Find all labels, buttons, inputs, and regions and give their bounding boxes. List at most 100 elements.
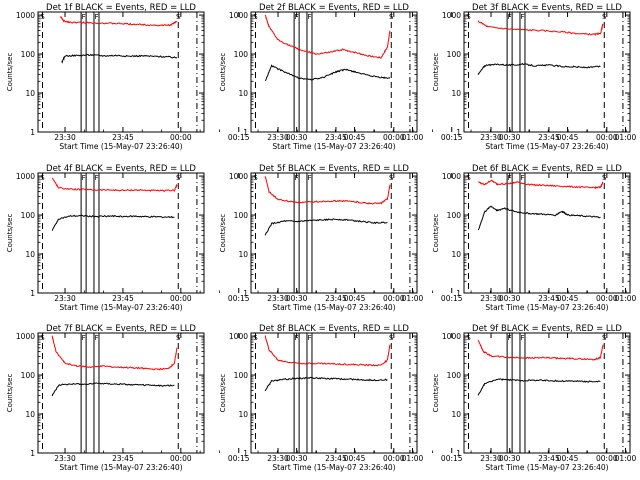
x-tick-label: 00:30 bbox=[499, 133, 521, 142]
x-tick-label: 00:00 bbox=[170, 294, 192, 303]
y-axis-label: Counts/sec bbox=[219, 374, 227, 413]
y-tick-label: 1000 bbox=[442, 11, 461, 20]
x-tick-label: 23:45 bbox=[325, 454, 347, 463]
series-line-red-lld bbox=[264, 176, 391, 205]
x-tick-label: 00:45 bbox=[344, 294, 366, 303]
x-axis-label: Start Time (15-May-07 23:26:40) bbox=[272, 463, 395, 472]
marker-label: S bbox=[602, 174, 607, 182]
y-axis-label: Counts/sec bbox=[219, 53, 227, 92]
plot-frame bbox=[463, 332, 631, 454]
chart-title: Det 6f BLACK = Events, RED = LLD bbox=[472, 164, 622, 174]
marker-label: S bbox=[466, 334, 471, 342]
x-tick-label: 23:30 bbox=[267, 294, 289, 303]
chart-title: Det 3f BLACK = Events, RED = LLD bbox=[472, 3, 622, 13]
x-tick-label: 00:30 bbox=[286, 294, 308, 303]
x-tick-label: 01:00 bbox=[402, 454, 424, 463]
series-line-red-lld bbox=[60, 16, 178, 27]
x-tick-label: 23:45 bbox=[112, 454, 134, 463]
y-tick-label: 100 bbox=[447, 371, 462, 380]
x-tick-label: 23:45 bbox=[112, 294, 134, 303]
marker-label: F bbox=[295, 13, 299, 21]
x-tick-label: 00:00 bbox=[383, 133, 405, 142]
marker-label: S bbox=[40, 334, 45, 342]
panel-7: Det 7f BLACK = Events, RED = LLD Counts/s… bbox=[6, 324, 423, 472]
y-tick-label: 1 bbox=[456, 289, 461, 298]
x-tick-label: 23:45 bbox=[538, 294, 560, 303]
chart-title: Det 1f BLACK = Events, RED = LLD bbox=[46, 3, 196, 13]
y-tick-label: 1000 bbox=[229, 11, 248, 20]
marker-label: F bbox=[82, 13, 86, 21]
x-tick-label: 23:30 bbox=[480, 133, 502, 142]
x-tick-label: 00:00 bbox=[596, 454, 618, 463]
x-tick-label: 23:30 bbox=[267, 454, 289, 463]
panel-5: Det 5f BLACK = Events, RED = LLD Counts/s… bbox=[219, 164, 636, 312]
x-tick-label: 00:15 bbox=[228, 454, 250, 463]
x-axis-label: Start Time (15-May-07 23:26:40) bbox=[59, 303, 182, 312]
series-line-black-events bbox=[264, 64, 391, 82]
marker-label: F bbox=[508, 174, 512, 182]
marker-label: S bbox=[253, 174, 258, 182]
y-axis-label: Counts/sec bbox=[219, 214, 227, 253]
y-tick-label: 100 bbox=[234, 211, 249, 220]
marker-label: S bbox=[176, 334, 181, 342]
x-tick-label: 00:30 bbox=[499, 454, 521, 463]
plot-frame bbox=[250, 332, 418, 454]
y-tick-label: 100 bbox=[234, 371, 249, 380]
y-tick-label: 10 bbox=[25, 89, 35, 98]
x-tick-label: 00:00 bbox=[596, 294, 618, 303]
series-line-black-events bbox=[477, 205, 601, 231]
x-tick-label: 23:30 bbox=[54, 133, 76, 142]
marker-label: F bbox=[94, 334, 98, 342]
x-tick-label: 00:30 bbox=[286, 454, 308, 463]
plot-frame bbox=[250, 172, 418, 294]
panel-4: Det 4f BLACK = Events, RED = LLD Counts/s… bbox=[6, 164, 423, 312]
chart-title: Det 9f BLACK = Events, RED = LLD bbox=[472, 324, 622, 334]
panel-1: Det 1f BLACK = Events, RED = LLD Counts/s… bbox=[6, 3, 423, 151]
marker-label: F bbox=[82, 334, 86, 342]
marker-label: F bbox=[295, 174, 299, 182]
marker-label: S bbox=[389, 174, 394, 182]
series-line-red-lld bbox=[51, 335, 178, 371]
chart-title: Det 7f BLACK = Events, RED = LLD bbox=[46, 324, 196, 334]
marker-label: F bbox=[295, 334, 299, 342]
marker-label: S bbox=[40, 13, 45, 21]
x-tick-label: 00:45 bbox=[557, 454, 579, 463]
x-tick-label: 00:15 bbox=[441, 294, 463, 303]
plot-frame bbox=[37, 11, 205, 133]
y-tick-label: 10 bbox=[238, 250, 248, 259]
series-line-black-events bbox=[264, 376, 388, 392]
y-tick-label: 1 bbox=[30, 128, 35, 137]
y-tick-label: 1 bbox=[456, 128, 461, 137]
panel-8: Det 8f BLACK = Events, RED = LLD Counts/s… bbox=[219, 324, 636, 472]
y-tick-label: 10 bbox=[238, 410, 248, 419]
series-line-black-events bbox=[477, 378, 601, 396]
x-tick-label: 23:45 bbox=[112, 133, 134, 142]
y-tick-label: 1 bbox=[243, 289, 248, 298]
series-line-red-lld bbox=[264, 335, 391, 367]
y-axis-label: Counts/sec bbox=[432, 214, 440, 253]
series-line-red-lld bbox=[478, 179, 604, 190]
y-tick-label: 1 bbox=[243, 128, 248, 137]
marker-label: F bbox=[82, 174, 86, 182]
y-tick-label: 100 bbox=[21, 211, 36, 220]
y-axis-label: Counts/sec bbox=[6, 53, 14, 92]
plot-frame bbox=[463, 11, 631, 133]
y-tick-label: 10 bbox=[25, 410, 35, 419]
marker-label: S bbox=[389, 334, 394, 342]
x-axis-label: Start Time (15-May-07 23:26:40) bbox=[59, 463, 182, 472]
plot-frame bbox=[250, 11, 418, 133]
x-axis-label: Start Time (15-May-07 23:26:40) bbox=[485, 463, 608, 472]
x-tick-label: 23:45 bbox=[325, 133, 347, 142]
y-tick-label: 1000 bbox=[16, 11, 35, 20]
chart-title: Det 5f BLACK = Events, RED = LLD bbox=[259, 164, 409, 174]
y-tick-label: 1000 bbox=[16, 172, 35, 181]
y-tick-label: 10 bbox=[238, 89, 248, 98]
marker-label: F bbox=[307, 174, 311, 182]
x-tick-label: 23:30 bbox=[480, 294, 502, 303]
x-tick-label: 00:15 bbox=[441, 133, 463, 142]
y-tick-label: 1000 bbox=[442, 172, 461, 181]
marker-label: F bbox=[307, 334, 311, 342]
panel-9: Det 9f BLACK = Events, RED = LLD Counts/s… bbox=[432, 324, 631, 472]
marker-label: S bbox=[466, 174, 471, 182]
